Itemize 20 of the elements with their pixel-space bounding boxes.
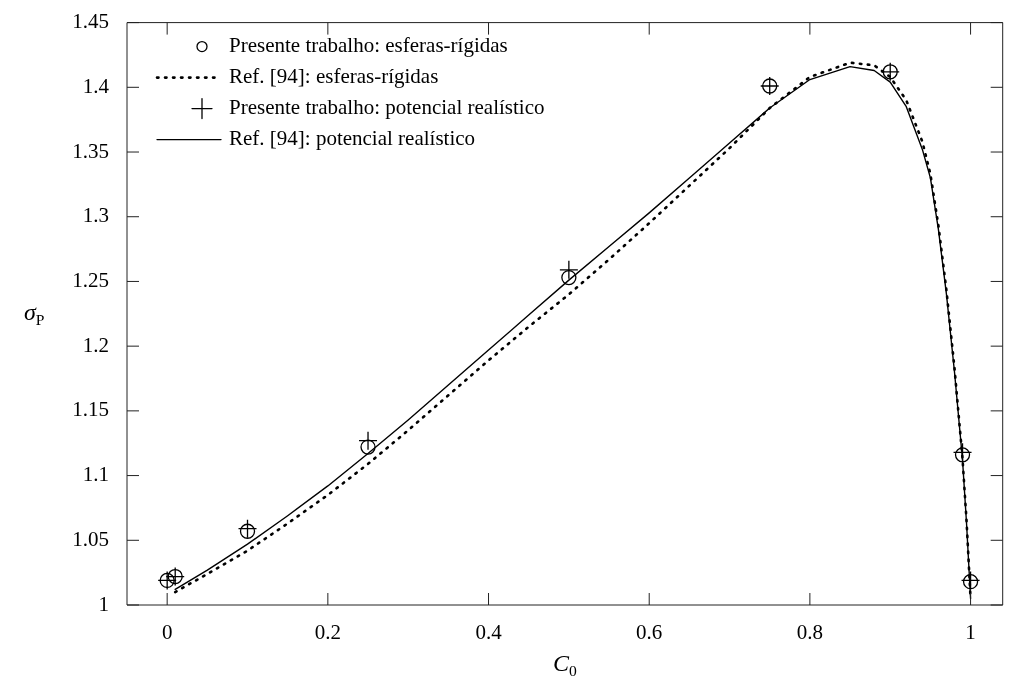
- y-tick-label: 1.25: [72, 267, 109, 292]
- y-tick-label: 1.1: [82, 462, 109, 487]
- x-tick-label: 0: [161, 620, 173, 645]
- legend-label: Ref. [94]: esferas-rígidas: [229, 64, 439, 89]
- legend-label: Presente trabalho: esferas-rígidas: [229, 33, 508, 58]
- y-tick-label: 1.45: [72, 9, 109, 34]
- x-tick-label: 0.6: [636, 620, 663, 645]
- x-tick-label: 1: [965, 620, 976, 645]
- legend-label: Presente trabalho: potencial realístico: [229, 95, 545, 120]
- y-tick-label: 1.4: [82, 73, 110, 98]
- y-tick-label: 1.15: [72, 397, 109, 422]
- y-tick-label: 1.3: [82, 203, 109, 228]
- y-tick-label: 1: [98, 591, 109, 616]
- x-tick-label: 0.8: [796, 620, 824, 645]
- y-tick-label: 1.05: [72, 526, 109, 551]
- x-tick-label: 0.2: [314, 620, 341, 645]
- x-tick-label: 0.4: [475, 620, 503, 645]
- legend-label: Ref. [94]: potencial realístico: [229, 126, 476, 151]
- y-tick-label: 1.35: [72, 138, 109, 163]
- y-tick-label: 1.2: [82, 332, 109, 357]
